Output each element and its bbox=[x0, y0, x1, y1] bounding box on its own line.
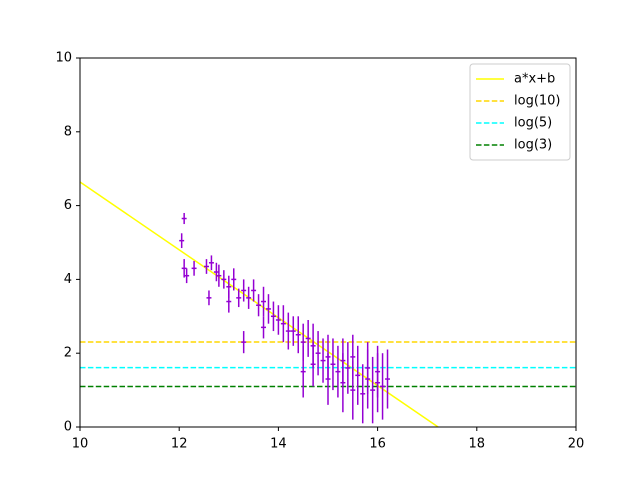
error-point bbox=[241, 279, 247, 302]
error-point bbox=[251, 279, 257, 302]
error-point bbox=[345, 342, 351, 394]
error-point bbox=[330, 338, 336, 391]
error-point bbox=[320, 338, 326, 383]
x-tick-label: 20 bbox=[568, 437, 585, 452]
legend: a*x+b log(10) log(5) log(3) bbox=[469, 63, 571, 161]
legend-label: log(5) bbox=[514, 116, 552, 131]
error-point bbox=[204, 259, 209, 274]
error-point bbox=[221, 270, 227, 289]
y-tick-label: 6 bbox=[64, 198, 72, 213]
error-point bbox=[365, 342, 371, 394]
error-point bbox=[191, 260, 197, 276]
legend-box bbox=[469, 63, 571, 161]
error-point bbox=[335, 345, 341, 398]
error-point bbox=[350, 334, 356, 380]
error-point bbox=[208, 255, 214, 271]
legend-label: log(3) bbox=[514, 138, 552, 153]
error-point bbox=[226, 290, 232, 313]
error-point bbox=[340, 338, 346, 383]
error-point bbox=[325, 353, 331, 405]
error-point bbox=[300, 323, 306, 361]
error-point bbox=[241, 331, 247, 354]
error-point bbox=[206, 290, 212, 306]
legend-label: a*x+b bbox=[514, 72, 555, 87]
legend-label: log(10) bbox=[514, 94, 561, 109]
error-point bbox=[360, 364, 366, 424]
error-point bbox=[380, 353, 386, 420]
x-tick-label: 10 bbox=[72, 437, 89, 452]
error-point bbox=[375, 345, 381, 398]
error-point bbox=[236, 288, 242, 308]
error-point bbox=[315, 331, 321, 376]
x-tick-label: 12 bbox=[171, 437, 188, 452]
error-point bbox=[256, 294, 262, 317]
error-point bbox=[285, 312, 291, 350]
error-point bbox=[355, 345, 361, 405]
error-point bbox=[280, 305, 286, 343]
error-point bbox=[275, 305, 281, 335]
error-point bbox=[261, 316, 266, 339]
error-point bbox=[385, 349, 390, 409]
error-point bbox=[181, 212, 187, 225]
y-tick-label: 4 bbox=[64, 272, 72, 287]
error-point bbox=[266, 294, 271, 324]
error-point bbox=[181, 259, 187, 278]
x-tick-label: 16 bbox=[369, 437, 386, 452]
error-point bbox=[295, 316, 301, 354]
error-point bbox=[305, 319, 311, 357]
error-point bbox=[231, 268, 237, 291]
error-point bbox=[270, 301, 276, 332]
error-point bbox=[290, 316, 296, 346]
plot-area bbox=[80, 181, 576, 427]
error-point bbox=[370, 356, 376, 424]
error-point bbox=[179, 233, 185, 249]
y-tick-label: 8 bbox=[64, 124, 72, 139]
y-tick-label: 10 bbox=[55, 51, 72, 66]
error-point bbox=[261, 286, 266, 317]
y-tick-label: 0 bbox=[64, 420, 72, 435]
error-point bbox=[246, 286, 252, 309]
error-point bbox=[310, 342, 316, 387]
y-tick-label: 2 bbox=[64, 346, 72, 361]
axes-frame bbox=[79, 57, 577, 428]
error-point bbox=[213, 262, 219, 282]
x-tick-label: 18 bbox=[469, 437, 486, 452]
error-point bbox=[216, 264, 222, 287]
x-tick-label: 14 bbox=[270, 437, 287, 452]
error-point bbox=[184, 268, 190, 284]
